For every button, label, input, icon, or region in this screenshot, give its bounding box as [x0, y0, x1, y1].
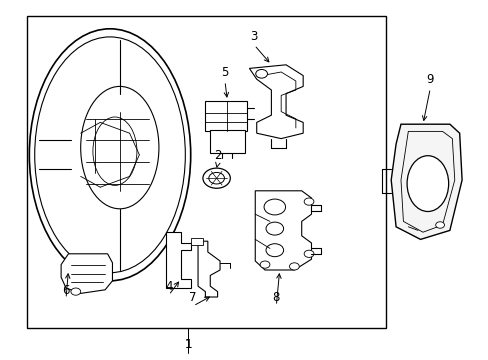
Text: 7: 7 [189, 291, 197, 304]
Circle shape [304, 198, 313, 205]
Polygon shape [390, 124, 461, 239]
Ellipse shape [35, 37, 185, 273]
Circle shape [265, 244, 283, 257]
Circle shape [203, 168, 230, 188]
Bar [190, 238, 203, 245]
Circle shape [208, 172, 224, 184]
Text: 8: 8 [272, 291, 280, 304]
Circle shape [265, 222, 283, 235]
Text: 5: 5 [221, 66, 228, 79]
Circle shape [260, 261, 269, 268]
Polygon shape [61, 254, 112, 293]
Polygon shape [255, 191, 311, 270]
Text: 9: 9 [426, 73, 433, 86]
Bar [27, 16, 386, 328]
Text: 4: 4 [164, 280, 172, 293]
Circle shape [289, 263, 299, 270]
Ellipse shape [81, 86, 159, 209]
Ellipse shape [29, 29, 190, 281]
Ellipse shape [406, 156, 447, 211]
Text: 1: 1 [184, 338, 192, 351]
Circle shape [435, 222, 444, 228]
Circle shape [264, 199, 285, 215]
Polygon shape [166, 232, 190, 288]
Circle shape [304, 250, 313, 257]
Text: 3: 3 [250, 30, 258, 43]
Bar [210, 130, 244, 153]
Text: 1: 1 [184, 338, 192, 351]
Polygon shape [249, 65, 303, 139]
Circle shape [71, 288, 81, 295]
Text: 6: 6 [62, 284, 70, 297]
Circle shape [255, 69, 267, 78]
Text: 2: 2 [213, 149, 221, 162]
Bar [205, 101, 246, 131]
Polygon shape [198, 241, 220, 297]
